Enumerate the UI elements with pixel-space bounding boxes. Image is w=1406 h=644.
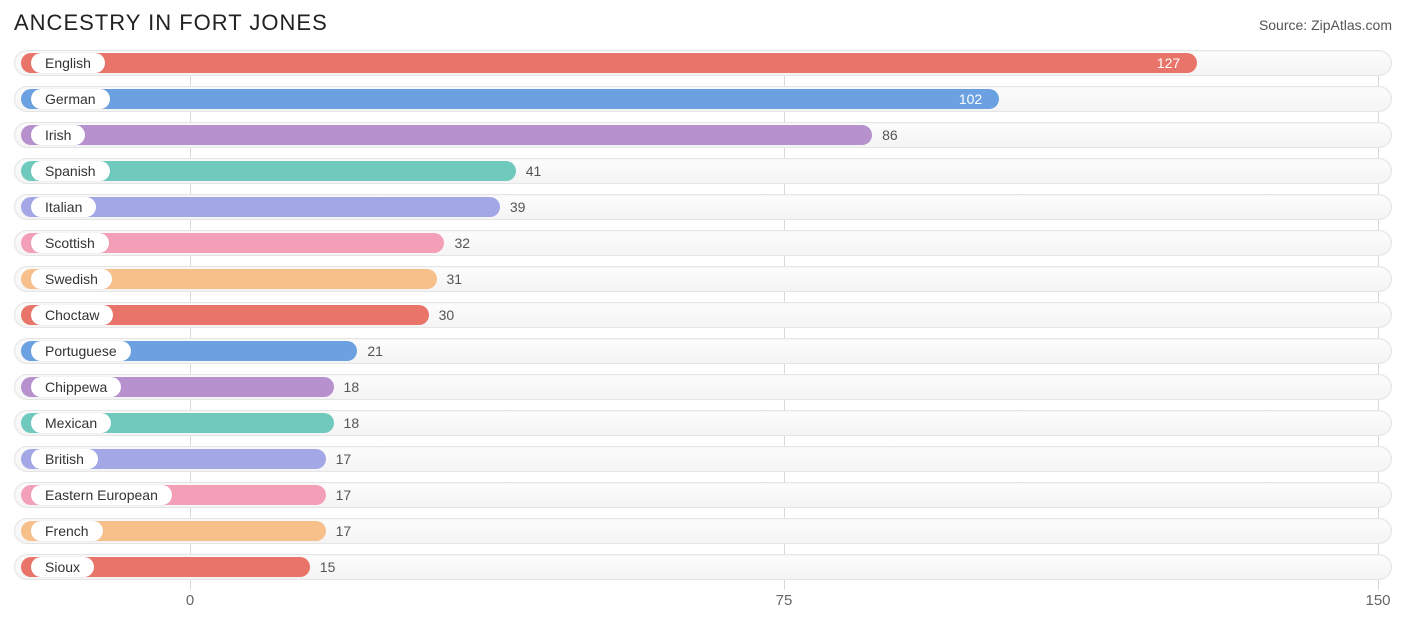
x-tick-label: 150: [1365, 592, 1390, 609]
value-label: 39: [510, 195, 526, 219]
bar-track: Mexican 18: [14, 410, 1392, 436]
value-label: 18: [344, 375, 360, 399]
category-pill: English: [31, 53, 105, 73]
category-pill: Sioux: [31, 557, 94, 577]
chart-source: Source: ZipAtlas.com: [1259, 17, 1392, 33]
bar-track: German 102: [14, 86, 1392, 112]
plot-area: English 127 German 102 Irish 86 Spanish 41 Itali…: [14, 50, 1392, 614]
bar-track: Irish 86: [14, 122, 1392, 148]
value-label: 32: [454, 231, 470, 255]
value-label: 102: [959, 87, 982, 111]
value-label: 17: [336, 483, 352, 507]
bar-track: Sioux 15: [14, 554, 1392, 580]
bar: [21, 125, 872, 145]
category-pill: Italian: [31, 197, 96, 217]
bar-track: Eastern European 17: [14, 482, 1392, 508]
bar-track: French 17: [14, 518, 1392, 544]
category-pill: Mexican: [31, 413, 111, 433]
category-pill: Irish: [31, 125, 85, 145]
value-label: 15: [320, 555, 336, 579]
bar-track: Chippewa 18: [14, 374, 1392, 400]
category-pill: Eastern European: [31, 485, 172, 505]
bar-track: British 17: [14, 446, 1392, 472]
bar-rows: English 127 German 102 Irish 86 Spanish 41 Itali…: [14, 50, 1392, 580]
category-pill: Choctaw: [31, 305, 113, 325]
category-pill: German: [31, 89, 110, 109]
bar: [21, 53, 1197, 73]
category-pill: British: [31, 449, 98, 469]
category-pill: Scottish: [31, 233, 109, 253]
chart-header: ANCESTRY IN FORT JONES Source: ZipAtlas.…: [14, 10, 1392, 36]
value-label: 21: [367, 339, 383, 363]
value-label: 17: [336, 447, 352, 471]
value-label: 31: [447, 267, 463, 291]
bar-track: English 127: [14, 50, 1392, 76]
bar-track: Spanish 41: [14, 158, 1392, 184]
category-pill: Portuguese: [31, 341, 131, 361]
category-pill: Chippewa: [31, 377, 121, 397]
x-axis: 0 75 150: [14, 590, 1392, 614]
bar-track: Italian 39: [14, 194, 1392, 220]
chart-title: ANCESTRY IN FORT JONES: [14, 10, 328, 36]
bar-track: Choctaw 30: [14, 302, 1392, 328]
value-label: 18: [344, 411, 360, 435]
ancestry-chart: ANCESTRY IN FORT JONES Source: ZipAtlas.…: [0, 0, 1406, 634]
value-label: 17: [336, 519, 352, 543]
value-label: 86: [882, 123, 898, 147]
category-pill: Spanish: [31, 161, 110, 181]
bar: [21, 89, 999, 109]
category-pill: Swedish: [31, 269, 112, 289]
bar-track: Swedish 31: [14, 266, 1392, 292]
value-label: 127: [1157, 51, 1180, 75]
category-pill: French: [31, 521, 103, 541]
value-label: 41: [526, 159, 542, 183]
value-label: 30: [439, 303, 455, 327]
bar-track: Portuguese 21: [14, 338, 1392, 364]
bar-track: Scottish 32: [14, 230, 1392, 256]
x-tick-label: 0: [186, 592, 194, 609]
x-tick-label: 75: [776, 592, 793, 609]
